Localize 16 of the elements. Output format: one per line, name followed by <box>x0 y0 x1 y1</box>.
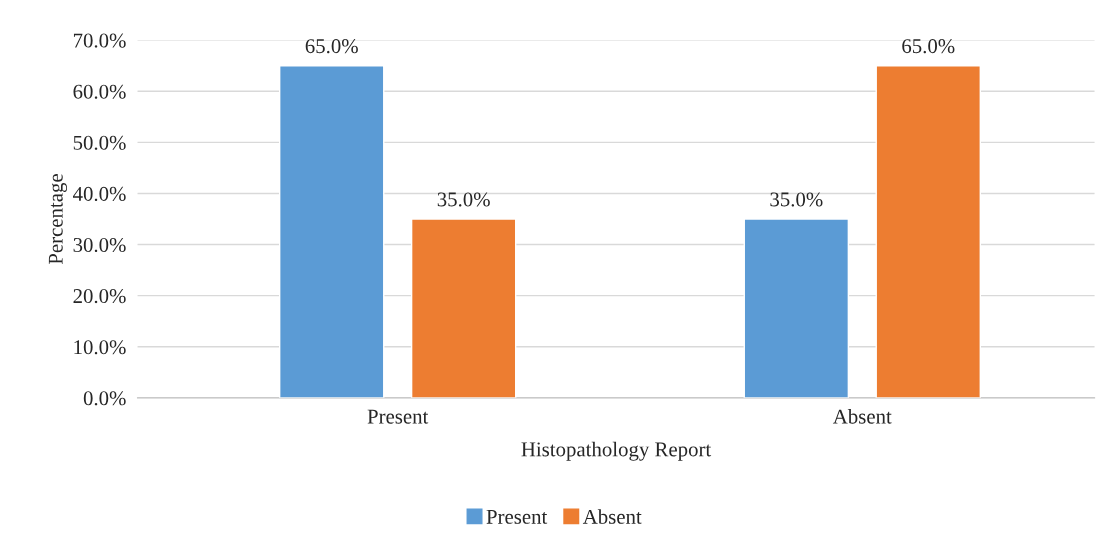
y-tick-label: 20.0% <box>73 289 126 304</box>
data-label: 35.0% <box>770 192 823 207</box>
y-tick-label: 40.0% <box>73 186 126 201</box>
y-tick-label: 0.0% <box>83 391 126 406</box>
y-axis-title: Percentage <box>48 174 68 265</box>
data-label: 65.0% <box>902 39 955 54</box>
y-tick-label: 70.0% <box>73 33 126 48</box>
data-label: 35.0% <box>437 192 490 207</box>
y-tick-label: 60.0% <box>73 84 126 99</box>
data-label: 65.0% <box>305 39 358 54</box>
y-tick-label: 50.0% <box>73 135 126 150</box>
legend-label: Present <box>486 510 548 524</box>
y-tick-label: 30.0% <box>73 237 126 253</box>
y-tick-label: 10.0% <box>74 340 126 355</box>
legend-label: Absent <box>582 509 642 524</box>
x-axis-title: Histopathology Report <box>521 441 712 461</box>
